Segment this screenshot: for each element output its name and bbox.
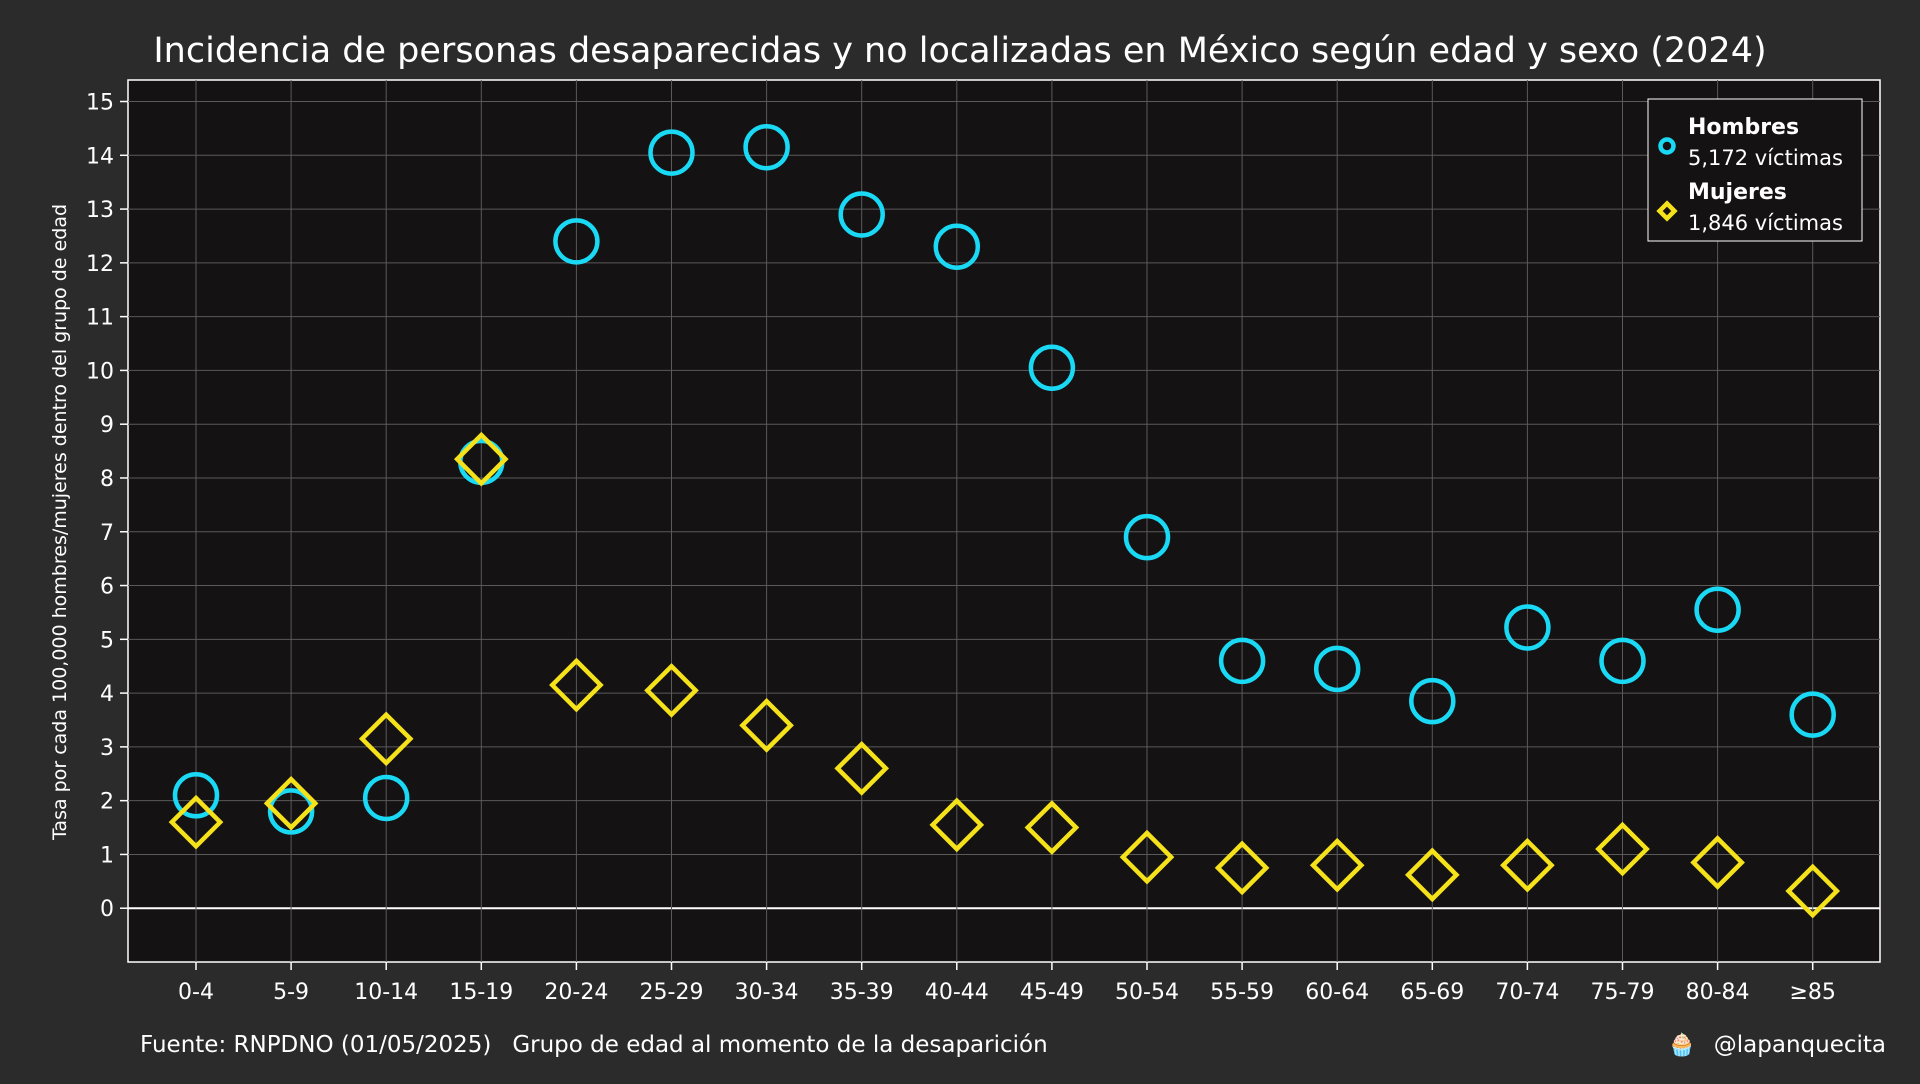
author-credit: @lapanquecita — [1714, 1032, 1886, 1058]
point-circle — [933, 223, 981, 270]
x-tick-label: 0-4 — [178, 980, 214, 1005]
y-tick-label: 7 — [100, 521, 114, 546]
point-diamond — [1404, 847, 1460, 903]
y-tick-label: 5 — [100, 628, 114, 653]
point-circle — [1028, 344, 1076, 391]
point-circle — [1123, 513, 1171, 561]
x-tick-label: 60-64 — [1305, 980, 1369, 1005]
legend-series-name: Hombres — [1688, 115, 1799, 140]
y-tick-label: 12 — [86, 252, 114, 277]
point-circle — [553, 218, 600, 265]
point-diamond — [168, 794, 224, 850]
x-tick-label: 75-79 — [1591, 980, 1655, 1005]
y-tick-label: 0 — [100, 897, 114, 922]
point-circle — [362, 774, 410, 822]
x-tick-label: ≥85 — [1789, 980, 1835, 1005]
y-tick-label: 6 — [100, 575, 114, 600]
point-diamond — [453, 431, 509, 487]
point-circle — [1218, 637, 1266, 685]
point-diamond — [834, 741, 890, 796]
x-tick-label: 80-84 — [1686, 980, 1750, 1005]
point-circle — [648, 129, 695, 176]
point-circle — [1789, 691, 1836, 738]
y-axis-label: Tasa por cada 100,000 hombres/mujeres de… — [49, 204, 71, 841]
y-tick-label: 9 — [100, 413, 114, 438]
point-diamond — [644, 663, 699, 718]
point-diamond — [263, 776, 319, 831]
point-diamond — [1785, 863, 1841, 919]
point-circle — [838, 191, 885, 238]
grid-lines — [128, 80, 1880, 962]
x-tick-label: 10-14 — [354, 980, 418, 1005]
point-circle — [1504, 604, 1551, 651]
point-circle — [743, 123, 790, 171]
point-circle — [1313, 645, 1361, 693]
point-diamond — [739, 698, 794, 753]
y-tick-label: 2 — [100, 790, 114, 815]
x-tick-label: 70-74 — [1495, 980, 1559, 1005]
cupcake-icon: 🧁 — [1668, 1032, 1695, 1058]
point-diamond — [1500, 837, 1555, 893]
point-diamond — [549, 657, 604, 713]
point-diamond — [1214, 840, 1270, 896]
x-tick-label: 35-39 — [830, 980, 894, 1005]
y-tick-label: 10 — [86, 359, 114, 384]
x-tick-label: 5-9 — [273, 980, 309, 1005]
point-circle — [267, 788, 315, 835]
x-tick-label: 30-34 — [735, 980, 799, 1005]
x-tick-label: 20-24 — [544, 980, 608, 1005]
legend-series-name: Mujeres — [1688, 180, 1787, 205]
y-tick-label: 8 — [100, 467, 114, 492]
x-tick-label: 15-19 — [449, 980, 513, 1005]
point-circle — [172, 772, 220, 819]
y-tick-label: 1 — [100, 843, 114, 868]
source-note: Fuente: RNPDNO (01/05/2025) — [140, 1032, 491, 1058]
legend-circle-marker — [1658, 137, 1676, 155]
legend-box — [1647, 98, 1863, 242]
y-tick-label: 13 — [86, 198, 114, 223]
point-diamond — [1690, 835, 1745, 890]
data-markers — [168, 123, 1841, 919]
y-tick-label: 11 — [86, 306, 114, 331]
point-diamond — [1595, 821, 1650, 877]
point-diamond — [1119, 829, 1175, 885]
x-tick-label: 65-69 — [1400, 980, 1464, 1005]
point-circle — [1409, 677, 1456, 725]
point-circle — [1694, 586, 1741, 633]
plot-area — [127, 79, 1881, 963]
legend-series-subtitle: 1,846 víctimas — [1688, 211, 1843, 235]
y-tick-label: 4 — [100, 682, 114, 707]
y-tick-label: 3 — [100, 736, 114, 761]
x-tick-label: 50-54 — [1115, 980, 1179, 1005]
point-diamond — [1024, 800, 1080, 855]
x-tick-label: 45-49 — [1020, 980, 1084, 1005]
x-axis-label: Grupo de edad al momento de la desaparic… — [512, 1032, 1047, 1058]
point-circle — [1599, 637, 1646, 685]
x-tick-label: 40-44 — [925, 980, 989, 1005]
point-diamond — [1309, 837, 1365, 893]
y-tick-label: 14 — [86, 144, 114, 169]
x-tick-label: 25-29 — [640, 980, 704, 1005]
y-tick-label: 15 — [86, 91, 114, 116]
legend-diamond-marker — [1656, 200, 1678, 222]
point-diamond — [929, 797, 985, 853]
legend-series-subtitle: 5,172 víctimas — [1688, 146, 1843, 170]
chart-title: Incidencia de personas desaparecidas y n… — [153, 31, 1766, 71]
x-tick-label: 55-59 — [1210, 980, 1274, 1005]
legend: Hombres 5,172 víctimas Mujeres 1,846 víctim… — [1647, 98, 1863, 242]
point-diamond — [358, 711, 414, 767]
